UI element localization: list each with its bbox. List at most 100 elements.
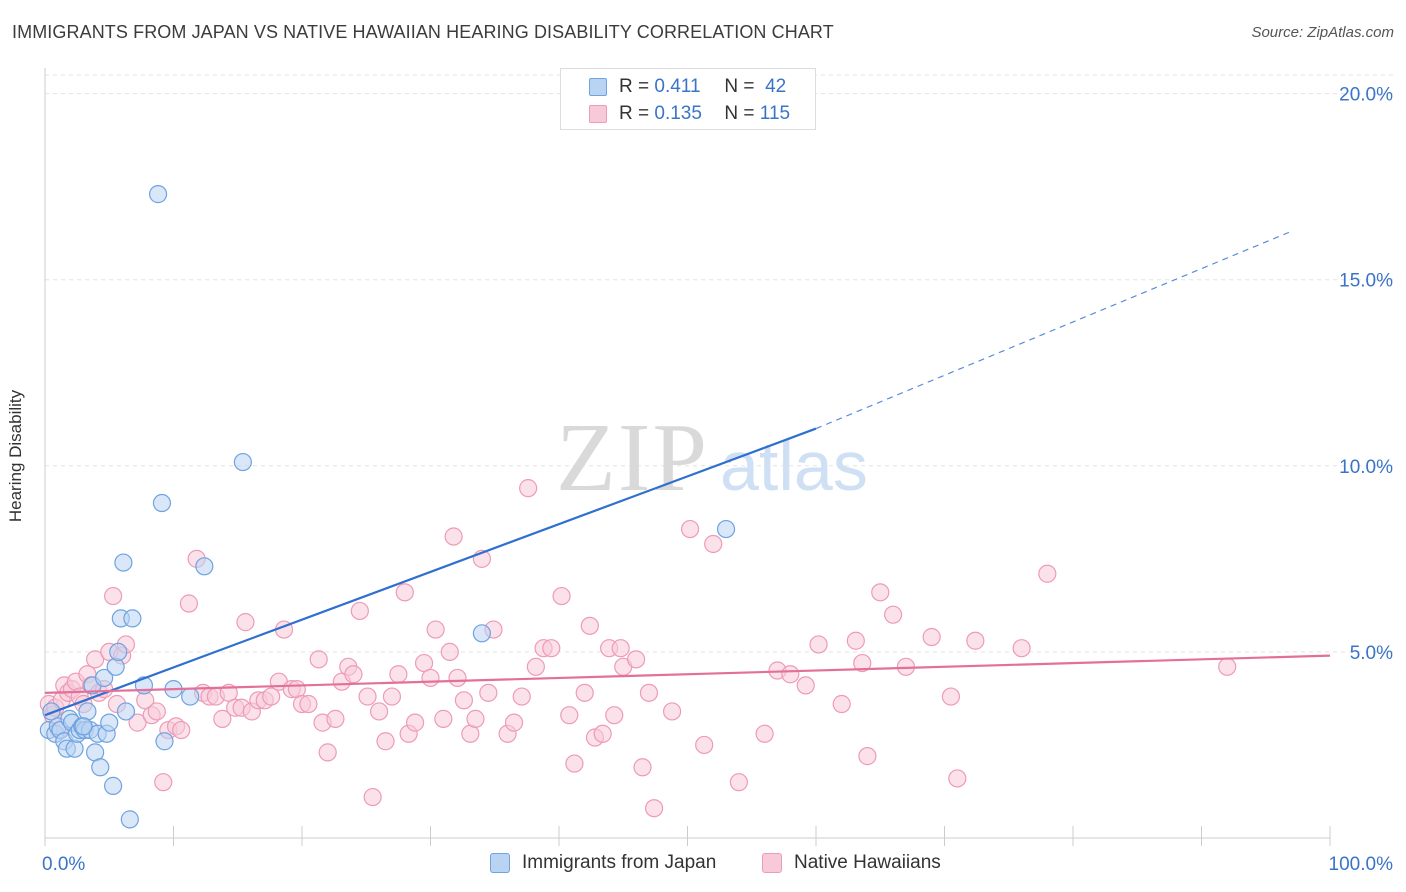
hawaiian-point	[966, 631, 985, 650]
hawaiian-point	[1012, 639, 1031, 658]
watermark-zip: ZIP	[556, 404, 709, 512]
legend-r-label: R =	[619, 76, 650, 97]
hawaiian-point	[832, 694, 851, 714]
hawaiian-point	[504, 713, 524, 732]
x-tick-label-max: 100.0%	[1329, 854, 1394, 875]
japan-point	[91, 758, 110, 777]
hawaiian-point	[662, 702, 682, 721]
hawaiian-point	[633, 758, 652, 777]
hawaiian-point	[755, 724, 774, 743]
hawaiian-point	[434, 709, 453, 728]
y-tick-label: 5.0%	[1350, 643, 1393, 664]
hawaiian-point	[626, 650, 646, 669]
hawaiian-point	[883, 605, 903, 624]
japan-point	[148, 185, 168, 204]
y-tick-label: 10.0%	[1339, 457, 1393, 478]
hawaiian-point	[644, 799, 664, 818]
hawaiian-point	[128, 713, 147, 732]
series-swatch-japan	[490, 853, 510, 873]
hawaiian-point	[395, 583, 414, 602]
x-tick-label-min: 0.0%	[42, 854, 85, 875]
japan-point	[195, 557, 214, 576]
hawaiian-point	[941, 687, 961, 706]
hawaiian-point	[781, 665, 800, 684]
hawaiian-point	[853, 653, 872, 673]
hawaiian-point	[426, 620, 445, 639]
japan-point	[65, 739, 84, 758]
japan-point	[78, 702, 97, 721]
trend-lines	[44, 230, 1331, 717]
legend-r-label: R =	[619, 103, 650, 124]
series-legend-label: Immigrants from Japan	[522, 852, 717, 873]
japan-point	[181, 687, 200, 706]
hawaiian-point	[376, 732, 395, 751]
japan-point	[472, 624, 491, 643]
japan-point	[123, 609, 142, 628]
hawaiian-point	[154, 773, 173, 792]
hawaiian-point	[479, 683, 498, 702]
series-immigrants-japan-points	[39, 185, 736, 829]
hawaiian-point	[262, 687, 281, 706]
japan-point	[100, 713, 119, 732]
hawaiian-point	[1038, 564, 1057, 583]
hawaiian-point	[389, 665, 408, 684]
hawaiian-point	[421, 668, 440, 688]
hawaiian-point	[639, 683, 659, 702]
watermark: ZIP atlas	[556, 404, 868, 512]
hawaiian-point	[358, 687, 377, 706]
hawaiian-point	[922, 627, 941, 647]
hawaiian-point	[326, 709, 345, 728]
chart-title: IMMIGRANTS FROM JAPAN VS NATIVE HAWAIIAN…	[12, 22, 834, 42]
series-legend-japan[interactable]: Immigrants from Japan	[490, 852, 716, 874]
hawaiian-point	[466, 709, 485, 728]
series-legend-label: Native Hawaiians	[794, 852, 941, 873]
hawaiian-point	[593, 724, 612, 743]
hawaiian-point	[565, 754, 584, 773]
y-tick-label: 15.0%	[1339, 271, 1393, 292]
japan-point	[155, 732, 174, 751]
correlation-legend: R = 0.411 N = 42 R = 0.135 N = 115	[560, 68, 816, 130]
y-tick-label: 20.0%	[1339, 85, 1393, 106]
hawaiian-point	[560, 706, 579, 725]
japan-point	[120, 810, 139, 829]
hawaiian-point	[236, 613, 255, 632]
japan-point	[152, 493, 172, 513]
legend-r-value: 0.411	[654, 76, 701, 97]
hawaiian-point	[172, 720, 191, 740]
hawaiian-point	[526, 657, 545, 676]
hawaiian-point	[680, 519, 700, 539]
hawaiian-point	[575, 683, 594, 702]
hawaiian-point	[179, 594, 199, 613]
hawaiian-point	[382, 687, 402, 706]
hawaiian-point	[729, 773, 749, 792]
series-legend-hawaiians[interactable]: Native Hawaiians	[762, 852, 941, 874]
y-tick-labels: 5.0% 10.0% 15.0% 20.0%	[1339, 85, 1393, 664]
hawaiian-point	[147, 702, 166, 721]
legend-row-hawaiians: R = 0.135 N = 115	[561, 101, 790, 127]
hawaiian-point	[363, 787, 382, 807]
legend-row-japan: R = 0.411 N = 42	[561, 74, 786, 100]
hawaiian-point	[580, 616, 599, 635]
japan-point	[109, 642, 128, 662]
hawaiian-point	[846, 631, 865, 650]
hawaiian-point	[405, 713, 425, 732]
japan-point	[104, 776, 123, 795]
hawaiian-point	[370, 702, 389, 721]
japan-point	[74, 717, 93, 736]
hawaiian-point	[104, 586, 123, 606]
hawaiian-point	[704, 534, 723, 554]
hawaiian-point	[948, 769, 967, 788]
hawaiian-point	[809, 635, 828, 654]
hawaiian-point	[611, 639, 630, 658]
hawaiian-point	[440, 642, 459, 662]
series-swatch-hawaiians	[762, 853, 782, 873]
x-tick-labels: 0.0% 100.0%	[42, 854, 1393, 875]
legend-n-value: 115	[759, 103, 791, 124]
hawaiian-point	[695, 735, 714, 755]
japan-point	[106, 657, 125, 676]
hawaiian-point	[519, 479, 538, 498]
hawaiian-point	[605, 706, 624, 725]
hawaiian-point	[858, 747, 877, 766]
axes	[44, 68, 1331, 846]
